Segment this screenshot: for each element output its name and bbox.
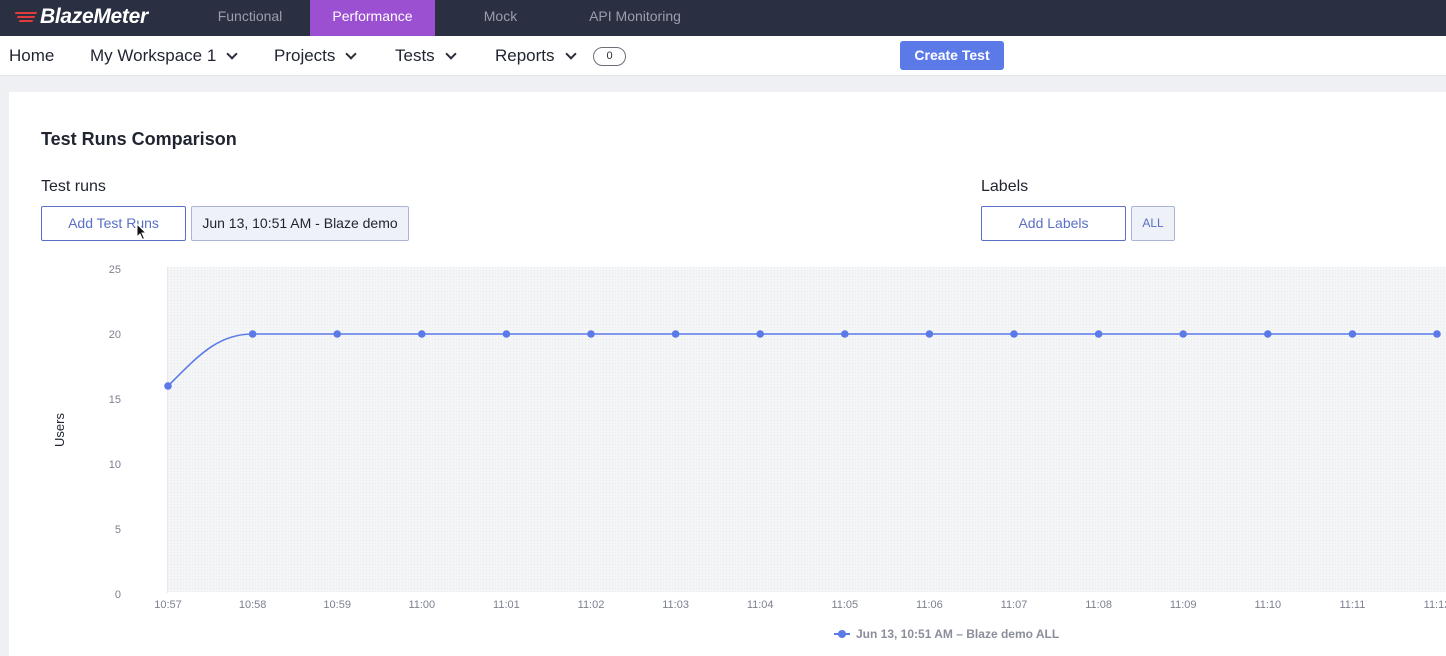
labels-label: Labels	[981, 178, 1029, 195]
y-axis-title: Users	[52, 413, 67, 447]
x-tick-label: 11:00	[408, 599, 435, 611]
tab-api-monitoring[interactable]: API Monitoring	[589, 8, 681, 24]
chevron-down-icon	[226, 47, 238, 60]
x-tick-label: 11:02	[578, 599, 605, 611]
x-tick-label: 11:10	[1254, 599, 1281, 611]
nav-projects-label: Projects	[274, 46, 336, 65]
main-nav: Home My Workspace 1 Projects Tests Repor…	[0, 36, 1446, 76]
y-tick-label: 15	[109, 394, 121, 406]
data-point[interactable]	[1010, 330, 1018, 338]
data-point[interactable]	[671, 330, 680, 338]
x-tick-label: 11:07	[1001, 599, 1028, 611]
x-tick-label: 11:08	[1085, 599, 1112, 611]
logo-flame-icon	[12, 10, 38, 24]
data-point[interactable]	[248, 330, 257, 338]
tab-functional[interactable]: Functional	[217, 8, 283, 24]
product-bar: BlazeMeter Functional Performance Mock S…	[0, 0, 1446, 57]
data-point[interactable]	[164, 382, 172, 390]
x-tick-label: 11:04	[747, 599, 774, 611]
y-tick-label: 0	[115, 589, 121, 601]
mouse-cursor-icon	[136, 223, 148, 241]
nav-workspace-label: My Workspace 1	[90, 46, 217, 65]
legend-series-label: Jun 13, 10:51 AM – Blaze demo ALL	[856, 627, 1060, 641]
x-tick-label: 10:58	[239, 599, 267, 611]
nav-home-label: Home	[9, 46, 55, 65]
add-labels-button[interactable]: Add Labels	[981, 206, 1126, 241]
y-tick-label: 25	[109, 264, 121, 276]
data-point[interactable]	[1433, 330, 1441, 338]
nav-reports-dropdown[interactable]: Reports	[495, 36, 577, 76]
selected-test-run-chip[interactable]: Jun 13, 10:51 AM - Blaze demo	[191, 206, 409, 241]
nav-tests-label: Tests	[395, 46, 435, 65]
x-tick-label: 11:05	[831, 599, 858, 611]
blazemeter-logo[interactable]: BlazeMeter	[12, 5, 148, 29]
x-tick-label: 11:01	[493, 599, 520, 611]
add-test-runs-button[interactable]: Add Test Runs	[41, 206, 186, 241]
nav-tests-dropdown[interactable]: Tests	[395, 36, 457, 76]
data-point[interactable]	[418, 330, 426, 338]
data-point[interactable]	[756, 330, 764, 338]
users-line-chart: Users 0 5 10 15 20 25 10:57 10:58 10:59 11:00 11:…	[52, 264, 1446, 611]
plot-area	[168, 267, 1446, 592]
test-runs-label: Test runs	[41, 178, 106, 195]
nav-reports-label: Reports	[495, 46, 555, 65]
label-all-chip[interactable]: ALL	[1131, 206, 1175, 241]
x-tick-label: 11:03	[662, 599, 689, 611]
page-title: Test Runs Comparison	[41, 129, 237, 149]
x-tick-label: 11:12	[1424, 599, 1446, 611]
brand-name: BlazeMeter	[40, 5, 148, 28]
x-tick-label: 10:59	[323, 599, 351, 611]
data-point[interactable]	[333, 330, 342, 338]
tab-performance[interactable]: Performance	[310, 0, 435, 36]
x-tick-label: 11:09	[1170, 599, 1197, 611]
data-point[interactable]	[1264, 330, 1272, 338]
chevron-down-icon	[445, 47, 457, 60]
x-tick-label: 10:57	[154, 599, 182, 611]
data-point[interactable]	[1348, 330, 1357, 338]
chevron-down-icon	[345, 47, 358, 60]
y-tick-label: 10	[109, 459, 121, 471]
create-test-button[interactable]: Create Test	[900, 41, 1004, 70]
data-point[interactable]	[502, 330, 511, 338]
y-tick-label: 20	[109, 329, 121, 341]
nav-workspace-dropdown[interactable]: My Workspace 1	[90, 36, 238, 76]
data-point[interactable]	[841, 330, 849, 338]
data-point[interactable]	[925, 330, 934, 338]
series-line	[167, 333, 1437, 387]
chart-legend[interactable]: Jun 13, 10:51 AM – Blaze demo ALL	[834, 627, 1059, 641]
legend-marker-icon	[834, 630, 850, 638]
data-point[interactable]	[587, 330, 595, 338]
chevron-down-icon	[564, 47, 577, 60]
tab-mock-services[interactable]: Mock Services	[474, 8, 528, 57]
nav-projects-dropdown[interactable]: Projects	[274, 36, 358, 76]
x-tick-label: 11:06	[916, 599, 943, 611]
data-point[interactable]	[1094, 330, 1103, 338]
y-tick-label: 5	[115, 524, 121, 536]
reports-count-badge[interactable]: 0	[593, 47, 626, 66]
data-point[interactable]	[1179, 330, 1187, 338]
x-tick-label: 11:11	[1339, 599, 1365, 611]
nav-home[interactable]: Home	[9, 36, 54, 76]
